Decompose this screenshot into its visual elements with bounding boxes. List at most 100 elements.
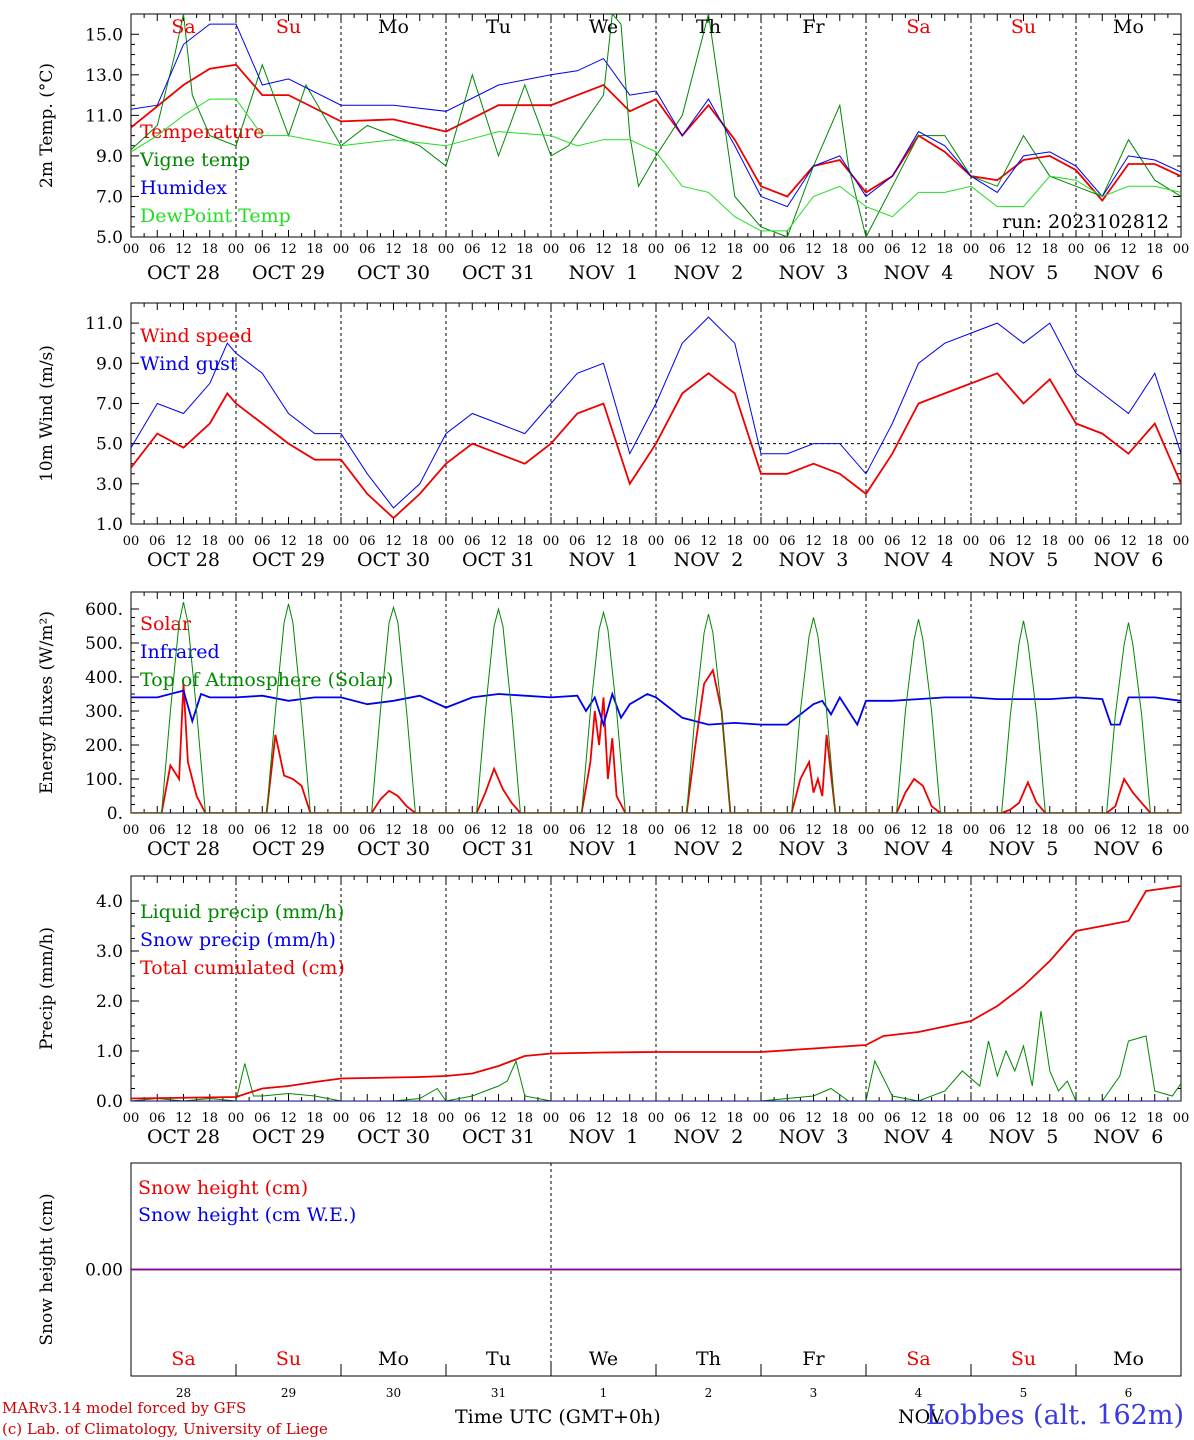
date-label: OCT 30	[357, 838, 430, 860]
hour-tick-label: 18	[726, 823, 743, 838]
hour-tick-label: 00	[543, 823, 560, 838]
day-of-week-label: Su	[276, 1348, 301, 1370]
hour-tick-label: 18	[516, 242, 533, 257]
hour-tick-label: 06	[359, 823, 376, 838]
hour-tick-label: 06	[989, 1111, 1006, 1126]
day-of-week-label: Su	[1011, 16, 1036, 38]
hour-tick-label: 06	[674, 1111, 691, 1126]
station-label: Lobbes (alt. 162m)	[925, 1400, 1184, 1431]
hour-tick-label: 18	[1146, 242, 1163, 257]
series-line-2	[131, 14, 1181, 237]
hour-tick-label: 00	[1173, 1111, 1190, 1126]
hour-tick-label: 18	[936, 823, 953, 838]
y-axis-label: Energy fluxes (W/m²)	[37, 611, 57, 794]
series-line-3	[131, 602, 1181, 813]
hour-tick-label: 18	[1041, 534, 1058, 549]
date-label: OCT 28	[147, 1126, 220, 1148]
day-of-week-label: Sa	[906, 1348, 930, 1370]
hour-tick-label: 12	[385, 534, 402, 549]
y-tick-label: 600.	[85, 600, 123, 620]
hour-tick-label: 06	[254, 242, 271, 257]
hour-tick-label: 12	[490, 1111, 507, 1126]
hour-tick-label: 18	[516, 823, 533, 838]
day-of-week-label: Mo	[378, 16, 409, 38]
hour-tick-label: 00	[648, 534, 665, 549]
legend-entry: Top of Atmosphere (Solar)	[140, 669, 393, 691]
legend-entry: Temperature	[140, 121, 264, 143]
day-number-label: 3	[810, 1386, 818, 1400]
hour-tick-label: 06	[674, 242, 691, 257]
date-label: NOV 5	[989, 549, 1059, 571]
hour-tick-label: 12	[595, 1111, 612, 1126]
bottom-month-label: NOV	[898, 1406, 944, 1428]
legend-entry: Infrared	[140, 641, 220, 663]
hour-tick-label: 18	[1146, 534, 1163, 549]
hour-tick-label: 06	[464, 1111, 481, 1126]
day-number-label: 4	[915, 1386, 923, 1400]
date-label: NOV 5	[989, 1126, 1059, 1148]
hour-tick-label: 12	[910, 1111, 927, 1126]
day-of-week-label: Su	[276, 16, 301, 38]
hour-tick-label: 06	[464, 242, 481, 257]
legend-entry: Total cumulated (cm)	[140, 957, 345, 979]
hour-tick-label: 06	[1094, 1111, 1111, 1126]
date-label: OCT 28	[147, 262, 220, 284]
hour-tick-label: 00	[1173, 534, 1190, 549]
day-number-label: 31	[491, 1386, 506, 1400]
series-line-1	[131, 372, 1181, 520]
hour-tick-label: 00	[1068, 1111, 1085, 1126]
y-tick-label: 11.0	[85, 106, 123, 126]
hour-tick-label: 18	[411, 534, 428, 549]
hour-tick-label: 12	[700, 1111, 717, 1126]
hour-tick-label: 00	[858, 1111, 875, 1126]
hour-tick-label: 06	[779, 1111, 796, 1126]
y-tick-label: 100.	[85, 770, 123, 790]
y-tick-label: 300.	[85, 702, 123, 722]
hour-tick-label: 18	[306, 823, 323, 838]
hour-tick-label: 00	[963, 1111, 980, 1126]
legend-entry: Wind gust	[140, 353, 238, 375]
hour-tick-label: 12	[700, 534, 717, 549]
hour-tick-label: 00	[963, 242, 980, 257]
y-tick-label: 1.0	[96, 1042, 123, 1062]
legend-entry: Snow height (cm)	[138, 1177, 308, 1199]
date-label: NOV 1	[569, 838, 639, 860]
day-of-week-label: Fr	[802, 1348, 825, 1370]
date-label: OCT 31	[462, 838, 535, 860]
hour-tick-label: 12	[1015, 1111, 1032, 1126]
day-of-week-label: Mo	[378, 1348, 409, 1370]
hour-tick-label: 12	[595, 534, 612, 549]
date-label: OCT 30	[357, 262, 430, 284]
date-label: NOV 3	[779, 1126, 849, 1148]
date-label: NOV 3	[779, 262, 849, 284]
hour-tick-label: 12	[805, 823, 822, 838]
day-number-label: 5	[1020, 1386, 1028, 1400]
hour-tick-label: 00	[1173, 242, 1190, 257]
hour-tick-label: 18	[621, 242, 638, 257]
credit-model: MARv3.14 model forced by GFS	[2, 1399, 247, 1417]
day-of-week-label: Fr	[802, 16, 825, 38]
hour-tick-label: 00	[438, 1111, 455, 1126]
hour-tick-label: 06	[884, 1111, 901, 1126]
y-axis-label: Snow height (cm)	[37, 1193, 57, 1345]
hour-tick-label: 00	[753, 242, 770, 257]
y-tick-label: 7.0	[96, 394, 123, 414]
hour-tick-label: 06	[884, 534, 901, 549]
day-of-week-label: Su	[1011, 1348, 1036, 1370]
hour-tick-label: 06	[884, 242, 901, 257]
y-axis-label: 10m Wind (m/s)	[37, 345, 57, 482]
hour-tick-label: 12	[175, 823, 192, 838]
hour-tick-label: 00	[648, 242, 665, 257]
hour-tick-label: 00	[543, 1111, 560, 1126]
hour-tick-label: 00	[1173, 823, 1190, 838]
hour-tick-label: 00	[438, 823, 455, 838]
series-line-4	[131, 98, 1181, 232]
hour-tick-label: 12	[700, 823, 717, 838]
series-line-1	[131, 1010, 1181, 1101]
date-label: NOV 6	[1094, 549, 1164, 571]
y-tick-label: 5.0	[96, 435, 123, 455]
y-tick-label: 3.0	[96, 942, 123, 962]
hour-tick-label: 06	[674, 823, 691, 838]
day-of-week-label: We	[589, 1348, 618, 1370]
hour-tick-label: 06	[464, 823, 481, 838]
